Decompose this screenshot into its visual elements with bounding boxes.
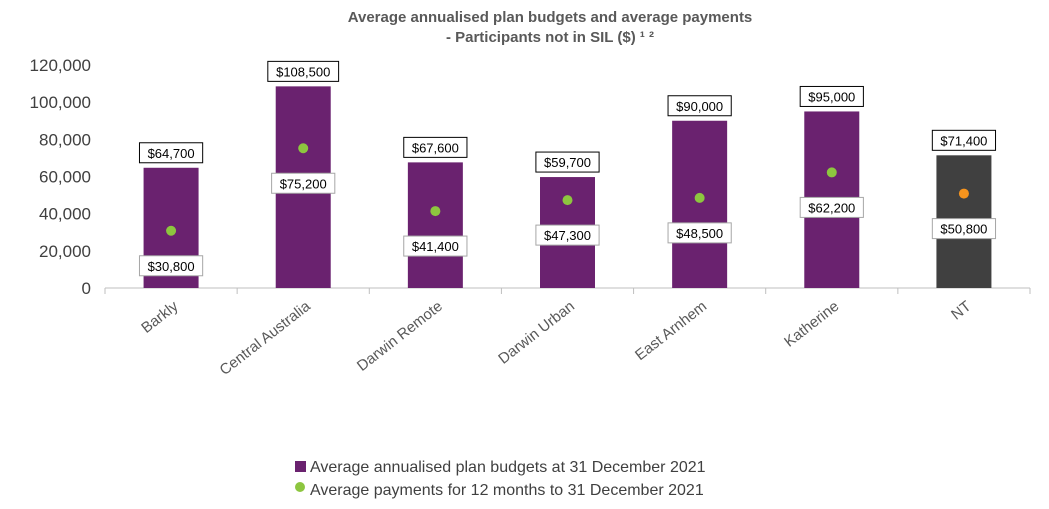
payment-label-box <box>403 235 468 257</box>
legend-swatch-dot <box>295 482 305 492</box>
payment-dot <box>958 188 969 199</box>
y-tick-label: 0 <box>82 279 91 298</box>
x-tick-label: NT <box>948 298 974 324</box>
payment-dot <box>562 195 573 206</box>
budget-label-box <box>931 129 997 151</box>
payment-dot <box>430 206 441 217</box>
y-tick-label: 100,000 <box>30 93 91 112</box>
budget-label-box <box>267 60 340 82</box>
payment-label-box <box>271 172 336 194</box>
x-tick-label: East Arnhem <box>632 298 710 364</box>
budget-label-box <box>138 142 204 164</box>
budget-label-text: $95,000 <box>808 89 855 104</box>
x-tick-label: Darwin Urban <box>495 298 578 368</box>
budget-label-text: $90,000 <box>676 99 723 114</box>
y-tick-label: 60,000 <box>39 168 91 187</box>
chart-title-line1: Average annualised plan budgets and aver… <box>348 9 753 26</box>
payment-dot <box>694 192 705 203</box>
legend-label-bar: Average annualised plan budgets at 31 De… <box>310 459 706 476</box>
budget-label-box <box>799 85 864 107</box>
budget-label-box <box>535 151 600 173</box>
budget-bar <box>672 120 728 288</box>
budget-label-text: $67,600 <box>412 140 459 155</box>
y-tick-label: 120,000 <box>30 56 91 75</box>
budget-label-text: $64,700 <box>148 146 195 161</box>
data-labels: $64,700 $30,800 $108,500 $75,200 $67,600 $41,… <box>138 60 997 277</box>
bar-series <box>143 86 992 288</box>
payment-label-box <box>535 224 600 246</box>
payment-label-text: $75,200 <box>280 176 327 191</box>
legend-label-dot: Average payments for 12 months to 31 Dec… <box>310 482 704 499</box>
payment-label-text: $41,400 <box>412 239 459 254</box>
budget-bar <box>407 162 463 288</box>
payment-label-box <box>799 196 864 218</box>
payment-label-text: $48,500 <box>676 226 723 241</box>
budget-label-box <box>403 136 468 158</box>
payment-label-text: $30,800 <box>148 259 195 274</box>
payment-label-text: $47,300 <box>544 228 591 243</box>
budget-label-text: $59,700 <box>544 155 591 170</box>
x-tick-label: Darwin Remote <box>354 298 446 375</box>
y-tick-label: 80,000 <box>39 130 91 149</box>
payment-dot <box>298 143 309 154</box>
payment-label-text: $50,800 <box>940 222 987 237</box>
payment-dot <box>166 225 177 236</box>
payment-label-box <box>138 255 204 277</box>
payment-dot <box>826 167 837 178</box>
budget-label-text: $108,500 <box>276 64 330 79</box>
chart-title-line2: - Participants not in SIL ($) ¹ ² <box>446 29 654 46</box>
x-tick-label: Katherine <box>781 298 842 351</box>
y-tick-label: 20,000 <box>39 242 91 261</box>
dot-series <box>166 143 969 236</box>
payment-label-box <box>667 222 732 244</box>
payment-label-box <box>931 218 997 240</box>
x-tick-label: Barkly <box>138 297 182 336</box>
budget-label-box <box>667 95 732 117</box>
x-tick-label: Central Australia <box>216 297 314 379</box>
y-tick-label: 40,000 <box>39 205 91 224</box>
payment-label-text: $62,200 <box>808 200 855 215</box>
budget-label-text: $71,400 <box>940 133 987 148</box>
legend: Average annualised plan budgets at 31 De… <box>295 459 706 499</box>
legend-swatch-bar <box>295 461 306 472</box>
